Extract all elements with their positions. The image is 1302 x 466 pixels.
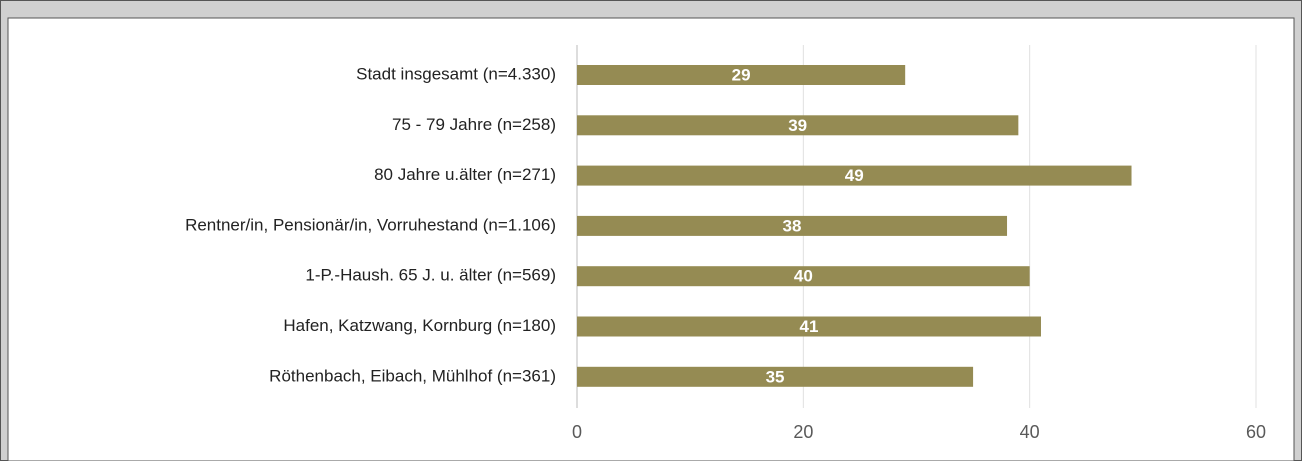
y-tick-label: Hafen, Katzwang, Kornburg (n=180) bbox=[283, 316, 556, 335]
data-label: 39 bbox=[788, 116, 807, 135]
data-label: 38 bbox=[783, 216, 802, 235]
x-tick-label: 40 bbox=[1020, 422, 1040, 442]
y-tick-label: 80 Jahre u.älter (n=271) bbox=[374, 165, 556, 184]
bar bbox=[577, 115, 1019, 136]
data-label: 35 bbox=[766, 367, 785, 386]
data-label: 29 bbox=[732, 65, 751, 84]
y-tick-label: 75 - 79 Jahre (n=258) bbox=[392, 115, 556, 134]
y-tick-label: 1-P.-Haush. 65 J. u. älter (n=569) bbox=[305, 266, 556, 285]
y-tick-label: Stadt insgesamt (n=4.330) bbox=[356, 64, 556, 83]
plot-panel bbox=[7, 17, 1295, 462]
data-label: 40 bbox=[794, 267, 813, 286]
data-label: 49 bbox=[845, 166, 864, 185]
bar bbox=[577, 215, 1008, 236]
x-tick-label: 20 bbox=[793, 422, 813, 442]
x-tick-label: 0 bbox=[572, 422, 582, 442]
bar bbox=[577, 65, 906, 85]
bar bbox=[577, 366, 974, 387]
data-label: 41 bbox=[800, 317, 819, 336]
y-tick-label: Röthenbach, Eibach, Mühlhof (n=361) bbox=[269, 366, 556, 385]
x-tick-label: 60 bbox=[1246, 422, 1266, 442]
bar bbox=[577, 165, 1132, 186]
bar bbox=[577, 316, 1041, 337]
bar bbox=[577, 266, 1030, 287]
y-tick-label: Rentner/in, Pensionär/in, Vorruhestand (… bbox=[185, 215, 556, 234]
